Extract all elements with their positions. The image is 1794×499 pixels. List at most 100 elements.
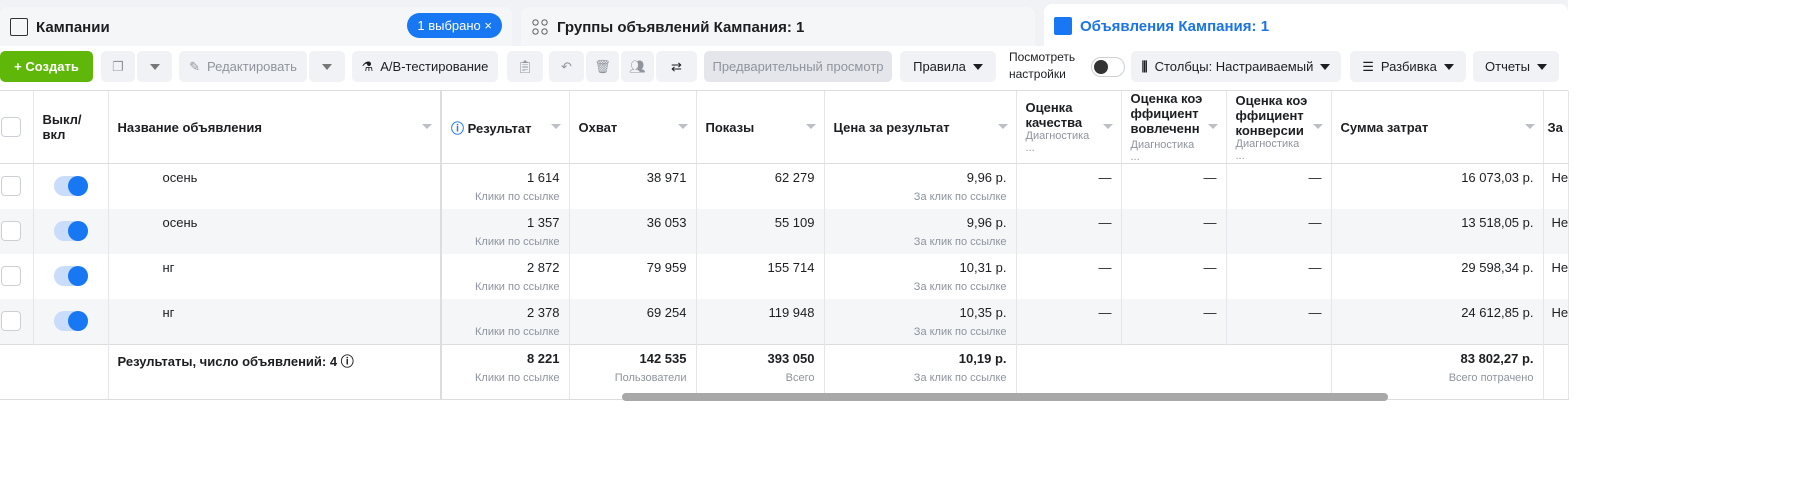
delete-button[interactable]: 🗑︎	[586, 51, 619, 82]
preview-button[interactable]: Предварительный просмотр	[704, 51, 892, 82]
row-toggle-cell	[33, 209, 109, 254]
sort-icon[interactable]	[1524, 124, 1535, 129]
row-checkbox[interactable]	[0, 209, 34, 254]
audience-button[interactable]: 👥︎	[621, 51, 654, 82]
col-cost[interactable]: Цена за результат	[824, 91, 1017, 164]
cell-engagement-value: —	[1203, 170, 1217, 185]
row-toggle-cell	[33, 299, 109, 345]
duplicate-dropdown[interactable]	[137, 51, 172, 82]
info-icon[interactable]: ⓘ	[340, 354, 354, 369]
breakdown-button[interactable]: ☰ Разбивка	[1350, 51, 1466, 82]
sort-icon[interactable]	[550, 124, 561, 129]
sum-result: 8 221 Клики по ссылке	[441, 344, 570, 400]
ad-icon	[1054, 17, 1072, 35]
ads-table: Выкл/ вкл Название объявления ⓘ Результа…	[0, 91, 1569, 400]
create-button[interactable]: + Создать	[0, 51, 93, 82]
cell-reach: 38 971	[569, 163, 697, 209]
sort-icon[interactable]	[805, 124, 816, 129]
edit-button[interactable]: ✎ Редактировать	[179, 51, 307, 82]
duplicate-button[interactable]: ❐	[101, 51, 135, 82]
table-row[interactable]: нг 2 378 Клики по ссылке 69 254 119 948 10,35…	[0, 299, 1569, 345]
col-result[interactable]: ⓘ Результат	[441, 91, 570, 164]
columns-button[interactable]: ⫼ Столбцы: Настраиваемый	[1131, 51, 1341, 82]
caret-icon	[972, 63, 983, 70]
sort-icon[interactable]	[997, 124, 1008, 129]
ad-toggle[interactable]	[53, 176, 88, 196]
clipboard-button[interactable]: 📋︎	[507, 51, 543, 82]
row-checkbox[interactable]	[0, 163, 34, 209]
col-next[interactable]: За	[1543, 91, 1569, 164]
caret-icon	[149, 63, 160, 70]
ad-toggle[interactable]	[53, 266, 88, 286]
tab-ads[interactable]: Объявления Кампания: 1	[1044, 4, 1568, 48]
col-conversion[interactable]: Оценка коэффициент конверсии Диагностика …	[1226, 91, 1332, 164]
tab-campaigns[interactable]: Кампании 1 выбрано ×	[0, 7, 512, 47]
cell-reach-value: 36 053	[646, 215, 687, 230]
ad-toggle[interactable]	[53, 311, 88, 331]
cell-conversion: —	[1226, 163, 1332, 209]
tab-adsets[interactable]: Группы объявлений Кампания: 1	[521, 7, 1035, 47]
cell-conversion: —	[1226, 209, 1332, 254]
select-all-checkbox[interactable]	[0, 91, 34, 164]
edit-dropdown[interactable]	[309, 51, 345, 82]
ab-test-label: A/B-тестирование	[380, 59, 489, 74]
sum-next	[1543, 344, 1569, 400]
cell-name-value: нг	[162, 260, 175, 275]
cell-next: Не	[1543, 209, 1569, 254]
cell-cost-value: 9,96 р.	[966, 170, 1007, 185]
table-row[interactable]: осень 1 357 Клики по ссылке 36 053 55 109 9,9…	[0, 209, 1569, 254]
col-reach[interactable]: Охват	[569, 91, 697, 164]
cell-reach: 36 053	[569, 209, 697, 254]
horizontal-scrollbar[interactable]	[622, 393, 1388, 401]
col-quality[interactable]: Оценка качества Диагностика ...	[1016, 91, 1122, 164]
col-name[interactable]: Название объявления	[108, 91, 442, 164]
cell-result-value: 2 872	[526, 260, 560, 275]
row-checkbox[interactable]	[0, 299, 34, 345]
col-spend[interactable]: Сумма затрат	[1331, 91, 1544, 164]
table-row[interactable]: осень 1 614 Клики по ссылке 38 971 62 279 9,9…	[0, 163, 1569, 209]
view-settings-label: Посмотреть настройки	[1009, 50, 1076, 81]
cell-spend: 29 598,34 р.	[1331, 254, 1544, 299]
col-engagement[interactable]: Оценка коэффициент вовлеченностиДиагност…	[1121, 91, 1227, 164]
sum-empty	[1016, 344, 1332, 400]
col-impressions[interactable]: Показы	[696, 91, 825, 164]
cell-impressions: 119 948	[696, 299, 825, 345]
sum-impressions: 393 050 Всего	[696, 344, 825, 400]
cell-result-value: 2 378	[526, 305, 560, 320]
cell-name-value: осень	[162, 170, 198, 185]
col-label: Сумма затрат	[1340, 119, 1429, 135]
sort-icon[interactable]	[1312, 124, 1323, 129]
col-label: Цена за результат	[833, 119, 950, 135]
cell-spend: 16 073,03 р.	[1331, 163, 1544, 209]
cell-engagement-value: —	[1203, 305, 1217, 320]
view-settings-toggle[interactable]	[1091, 57, 1125, 77]
cell-next: Не	[1543, 299, 1569, 345]
sum-result-value: 8 221	[526, 351, 560, 366]
cell-cost: 9,96 р. За клик по ссылке	[824, 163, 1017, 209]
summary-empty	[0, 344, 109, 400]
reports-button[interactable]: Отчеты	[1473, 51, 1559, 82]
cell-result-value: 1 357	[526, 215, 560, 230]
cell-quality-value: —	[1098, 215, 1112, 230]
ab-test-button[interactable]: ⚗ A/B-тестирование	[352, 51, 498, 82]
export-button[interactable]: ⇄	[656, 51, 697, 82]
cell-name-value: нг	[162, 305, 175, 320]
cell-cost: 10,31 р. За клик по ссылке	[824, 254, 1017, 299]
cell-quality: —	[1016, 299, 1122, 345]
sort-icon[interactable]	[1207, 124, 1218, 129]
sort-icon[interactable]	[1102, 124, 1113, 129]
selected-badge[interactable]: 1 выбрано ×	[407, 13, 502, 38]
cell-cost-value: 9,96 р.	[966, 215, 1007, 230]
flask-icon: ⚗	[361, 58, 374, 74]
rules-button[interactable]: Правила	[900, 51, 996, 82]
ad-toggle[interactable]	[53, 221, 88, 241]
cell-engagement: —	[1121, 254, 1227, 299]
info-icon[interactable]: ⓘ	[451, 120, 468, 136]
cell-result-sub: Клики по ссылке	[475, 326, 560, 338]
undo-button[interactable]: ↶	[549, 51, 584, 82]
sort-icon[interactable]	[677, 124, 688, 129]
row-checkbox[interactable]	[0, 254, 34, 299]
table-row[interactable]: нг 2 872 Клики по ссылке 79 959 155 714 10,31…	[0, 254, 1569, 299]
sort-icon[interactable]	[422, 124, 432, 129]
cell-cost-sub: За клик по ссылке	[913, 191, 1007, 203]
